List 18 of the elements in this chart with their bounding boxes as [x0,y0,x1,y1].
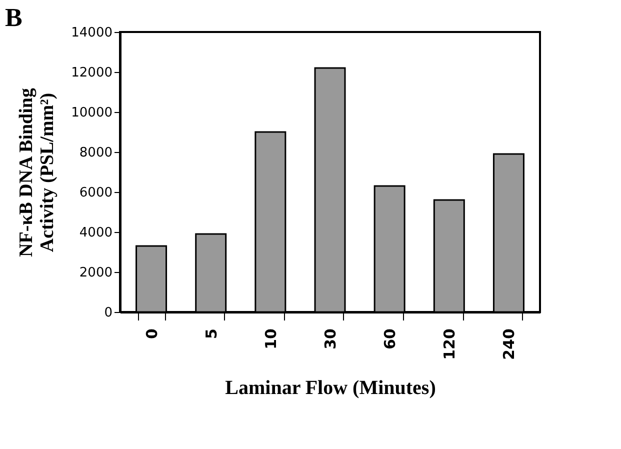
y-tick-label: 0 [104,306,112,320]
x-tick-label: 120 [440,328,459,360]
x-tick-label: 240 [500,328,518,360]
x-tick-label: 5 [202,328,220,339]
y-tick-label: 2000 [79,266,112,280]
y-tick-label: 12000 [71,66,112,80]
y-tick-label: 8000 [79,146,112,160]
x-tick-label: 60 [381,328,400,350]
x-axis-title: Laminar Flow (Minutes) [225,376,436,399]
y-tick-label: 6000 [79,186,112,200]
x-tick-label: 10 [262,328,280,350]
chart-title: B [5,3,22,32]
y-axis-title: NF-κB DNA Binding Activity (PSL/mm²) [16,88,58,257]
x-tick-label: 0 [142,328,161,339]
y-tick-label: 4000 [79,226,112,240]
y-tick-label: 14000 [71,26,112,40]
y-tick-label: 10000 [71,106,112,120]
x-tick-label: 30 [322,328,340,350]
